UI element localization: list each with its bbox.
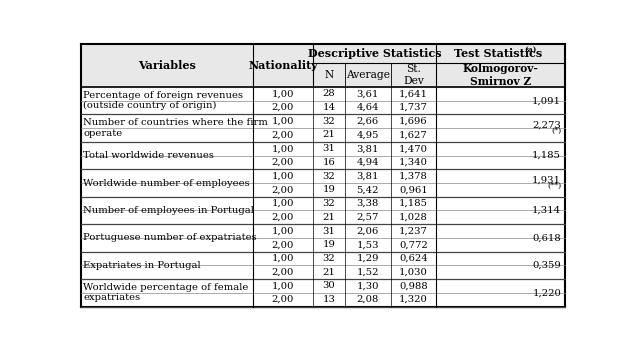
- Text: 4,64: 4,64: [357, 103, 379, 112]
- Text: 1,00: 1,00: [272, 254, 294, 263]
- Text: 0,961: 0,961: [399, 186, 428, 194]
- Text: 2,08: 2,08: [357, 295, 379, 304]
- Text: 0,772: 0,772: [399, 240, 428, 249]
- Text: 1,641: 1,641: [399, 89, 428, 98]
- Text: 2,00: 2,00: [272, 240, 294, 249]
- Text: (a): (a): [525, 46, 537, 54]
- Text: 3,81: 3,81: [357, 172, 379, 181]
- Text: Percentage of foreign revenues
(outside country of origin): Percentage of foreign revenues (outside …: [83, 91, 243, 111]
- Text: 1,220: 1,220: [532, 288, 561, 297]
- Text: 14: 14: [323, 103, 335, 112]
- Text: 1,028: 1,028: [399, 213, 428, 222]
- Text: Nationality: Nationality: [248, 60, 318, 71]
- Text: 2,00: 2,00: [272, 103, 294, 112]
- Text: 0,988: 0,988: [399, 281, 428, 290]
- Text: 1,185: 1,185: [399, 199, 428, 208]
- Text: Portuguese number of expatriates: Portuguese number of expatriates: [83, 233, 257, 243]
- Text: 21: 21: [323, 268, 335, 277]
- Text: 1,320: 1,320: [399, 295, 428, 304]
- Text: 1,00: 1,00: [272, 144, 294, 153]
- Text: 19: 19: [323, 240, 335, 249]
- Text: 1,30: 1,30: [357, 281, 379, 290]
- Text: 3,61: 3,61: [357, 89, 379, 98]
- Text: 2,00: 2,00: [272, 186, 294, 194]
- Text: 5,42: 5,42: [357, 186, 379, 194]
- Text: Number of employees in Portugal: Number of employees in Portugal: [83, 206, 254, 215]
- Text: 3,81: 3,81: [357, 144, 379, 153]
- Text: 2,00: 2,00: [272, 213, 294, 222]
- Text: Average: Average: [346, 70, 389, 80]
- Text: 32: 32: [323, 172, 335, 181]
- Text: Kolmogorov-
Smirnov Z: Kolmogorov- Smirnov Z: [462, 63, 539, 87]
- Text: Expatriates in Portugal: Expatriates in Portugal: [83, 261, 201, 270]
- Text: 1,314: 1,314: [532, 206, 561, 215]
- Text: 1,378: 1,378: [399, 172, 428, 181]
- Text: 2,00: 2,00: [272, 158, 294, 167]
- Text: 32: 32: [323, 199, 335, 208]
- Text: Total worldwide revenues: Total worldwide revenues: [83, 151, 214, 160]
- Text: 1,00: 1,00: [272, 199, 294, 208]
- Text: 1,52: 1,52: [357, 268, 379, 277]
- Text: 1,00: 1,00: [272, 117, 294, 126]
- Text: 2,00: 2,00: [272, 295, 294, 304]
- Text: 1,470: 1,470: [399, 144, 428, 153]
- Text: 1,627: 1,627: [399, 131, 428, 139]
- Text: 4,94: 4,94: [357, 158, 379, 167]
- Text: 28: 28: [323, 89, 335, 98]
- Text: 1,237: 1,237: [399, 227, 428, 235]
- Text: Descriptive Statistics: Descriptive Statistics: [308, 48, 442, 59]
- Text: 32: 32: [323, 254, 335, 263]
- Text: 1,00: 1,00: [272, 281, 294, 290]
- Text: 2,00: 2,00: [272, 268, 294, 277]
- Text: 4,95: 4,95: [357, 131, 379, 139]
- Text: 1,340: 1,340: [399, 158, 428, 167]
- Text: 1,185: 1,185: [532, 151, 561, 160]
- Text: 2,57: 2,57: [357, 213, 379, 222]
- Text: St.
Dev: St. Dev: [403, 64, 424, 86]
- Text: 1,091: 1,091: [532, 96, 561, 105]
- Text: 1,737: 1,737: [399, 103, 428, 112]
- Text: Test Statistics: Test Statistics: [454, 48, 542, 59]
- Text: N: N: [324, 70, 333, 80]
- Text: 2,273: 2,273: [532, 121, 561, 130]
- Text: 21: 21: [323, 213, 335, 222]
- Text: 32: 32: [323, 117, 335, 126]
- Text: 1,030: 1,030: [399, 268, 428, 277]
- Text: 1,29: 1,29: [357, 254, 379, 263]
- Text: 1,00: 1,00: [272, 89, 294, 98]
- Text: 13: 13: [323, 295, 335, 304]
- Text: Variables: Variables: [138, 60, 196, 71]
- Text: 16: 16: [323, 158, 335, 167]
- Text: Number of countries where the firm
operate: Number of countries where the firm opera…: [83, 118, 268, 138]
- Text: 3,38: 3,38: [357, 199, 379, 208]
- Text: 31: 31: [323, 227, 335, 235]
- Text: 0,359: 0,359: [532, 261, 561, 270]
- Text: 19: 19: [323, 186, 335, 194]
- Text: 30: 30: [323, 281, 335, 290]
- Text: 21: 21: [323, 131, 335, 139]
- Text: 0,618: 0,618: [532, 233, 561, 243]
- Text: 1,00: 1,00: [272, 172, 294, 181]
- Text: 31: 31: [323, 144, 335, 153]
- Text: 1,00: 1,00: [272, 227, 294, 235]
- Text: 2,06: 2,06: [357, 227, 379, 235]
- Text: 2,00: 2,00: [272, 131, 294, 139]
- Text: 0,624: 0,624: [399, 254, 428, 263]
- Text: (**): (**): [547, 182, 561, 190]
- Text: Worldwide percentage of female
expatriates: Worldwide percentage of female expatriat…: [83, 283, 248, 302]
- Text: 1,931: 1,931: [532, 176, 561, 184]
- Text: Worldwide number of employees: Worldwide number of employees: [83, 178, 249, 188]
- Text: 1,696: 1,696: [399, 117, 428, 126]
- Text: 2,66: 2,66: [357, 117, 379, 126]
- Text: 1,53: 1,53: [357, 240, 379, 249]
- Text: (*): (*): [551, 127, 561, 135]
